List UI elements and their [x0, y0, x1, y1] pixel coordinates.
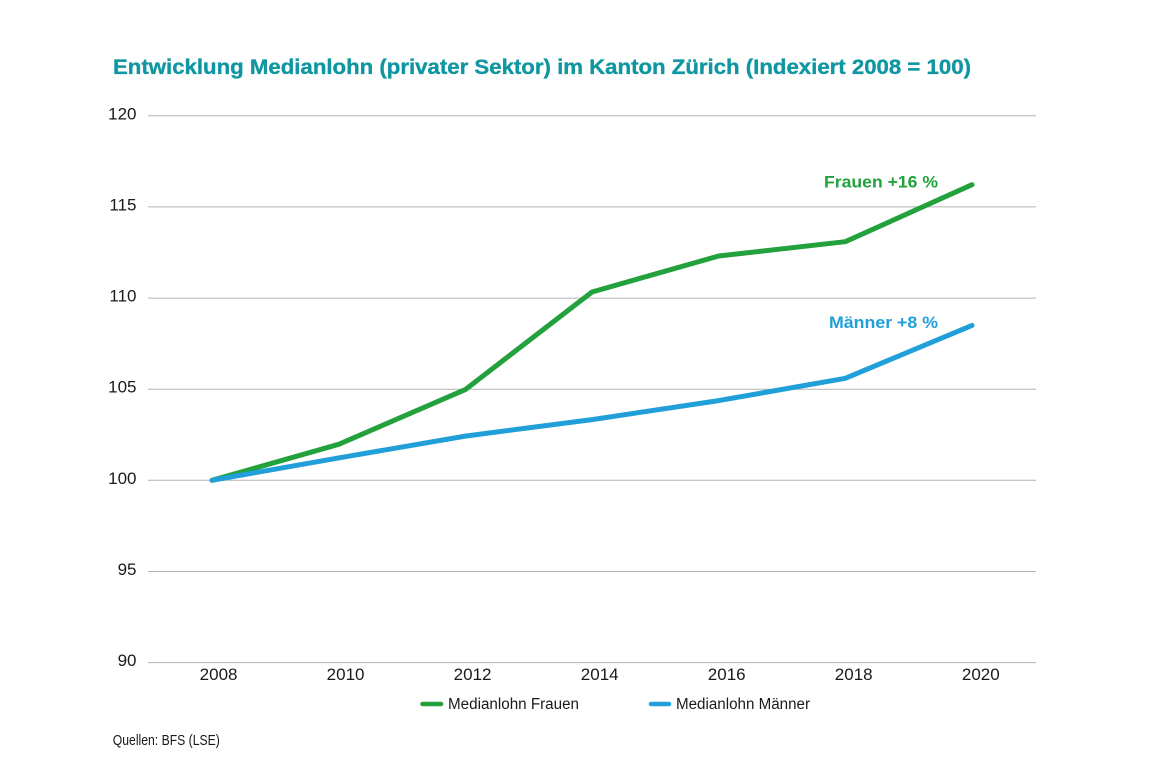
svg-text:100: 100 — [108, 469, 136, 488]
svg-text:2020: 2020 — [962, 665, 1000, 684]
svg-text:2012: 2012 — [454, 665, 492, 684]
svg-text:90: 90 — [118, 651, 137, 670]
svg-text:Quellen: BFS (LSE): Quellen: BFS (LSE) — [113, 733, 220, 749]
svg-text:2008: 2008 — [200, 665, 238, 684]
svg-text:Entwicklung Medianlohn (privat: Entwicklung Medianlohn (privater Sektor)… — [113, 56, 971, 79]
svg-text:95: 95 — [118, 560, 137, 579]
svg-text:110: 110 — [109, 287, 136, 306]
svg-text:2016: 2016 — [708, 665, 746, 684]
svg-text:Medianlohn Frauen: Medianlohn Frauen — [448, 696, 579, 713]
svg-text:105: 105 — [108, 378, 136, 397]
svg-text:120: 120 — [108, 104, 136, 123]
svg-text:2018: 2018 — [835, 665, 873, 684]
svg-text:Medianlohn Männer: Medianlohn Männer — [676, 696, 810, 713]
svg-text:115: 115 — [109, 195, 136, 214]
svg-text:Frauen +16 %: Frauen +16 % — [824, 172, 938, 191]
svg-text:2010: 2010 — [327, 665, 365, 684]
svg-text:2014: 2014 — [581, 665, 619, 684]
svg-text:Männer +8 %: Männer +8 % — [829, 313, 938, 332]
